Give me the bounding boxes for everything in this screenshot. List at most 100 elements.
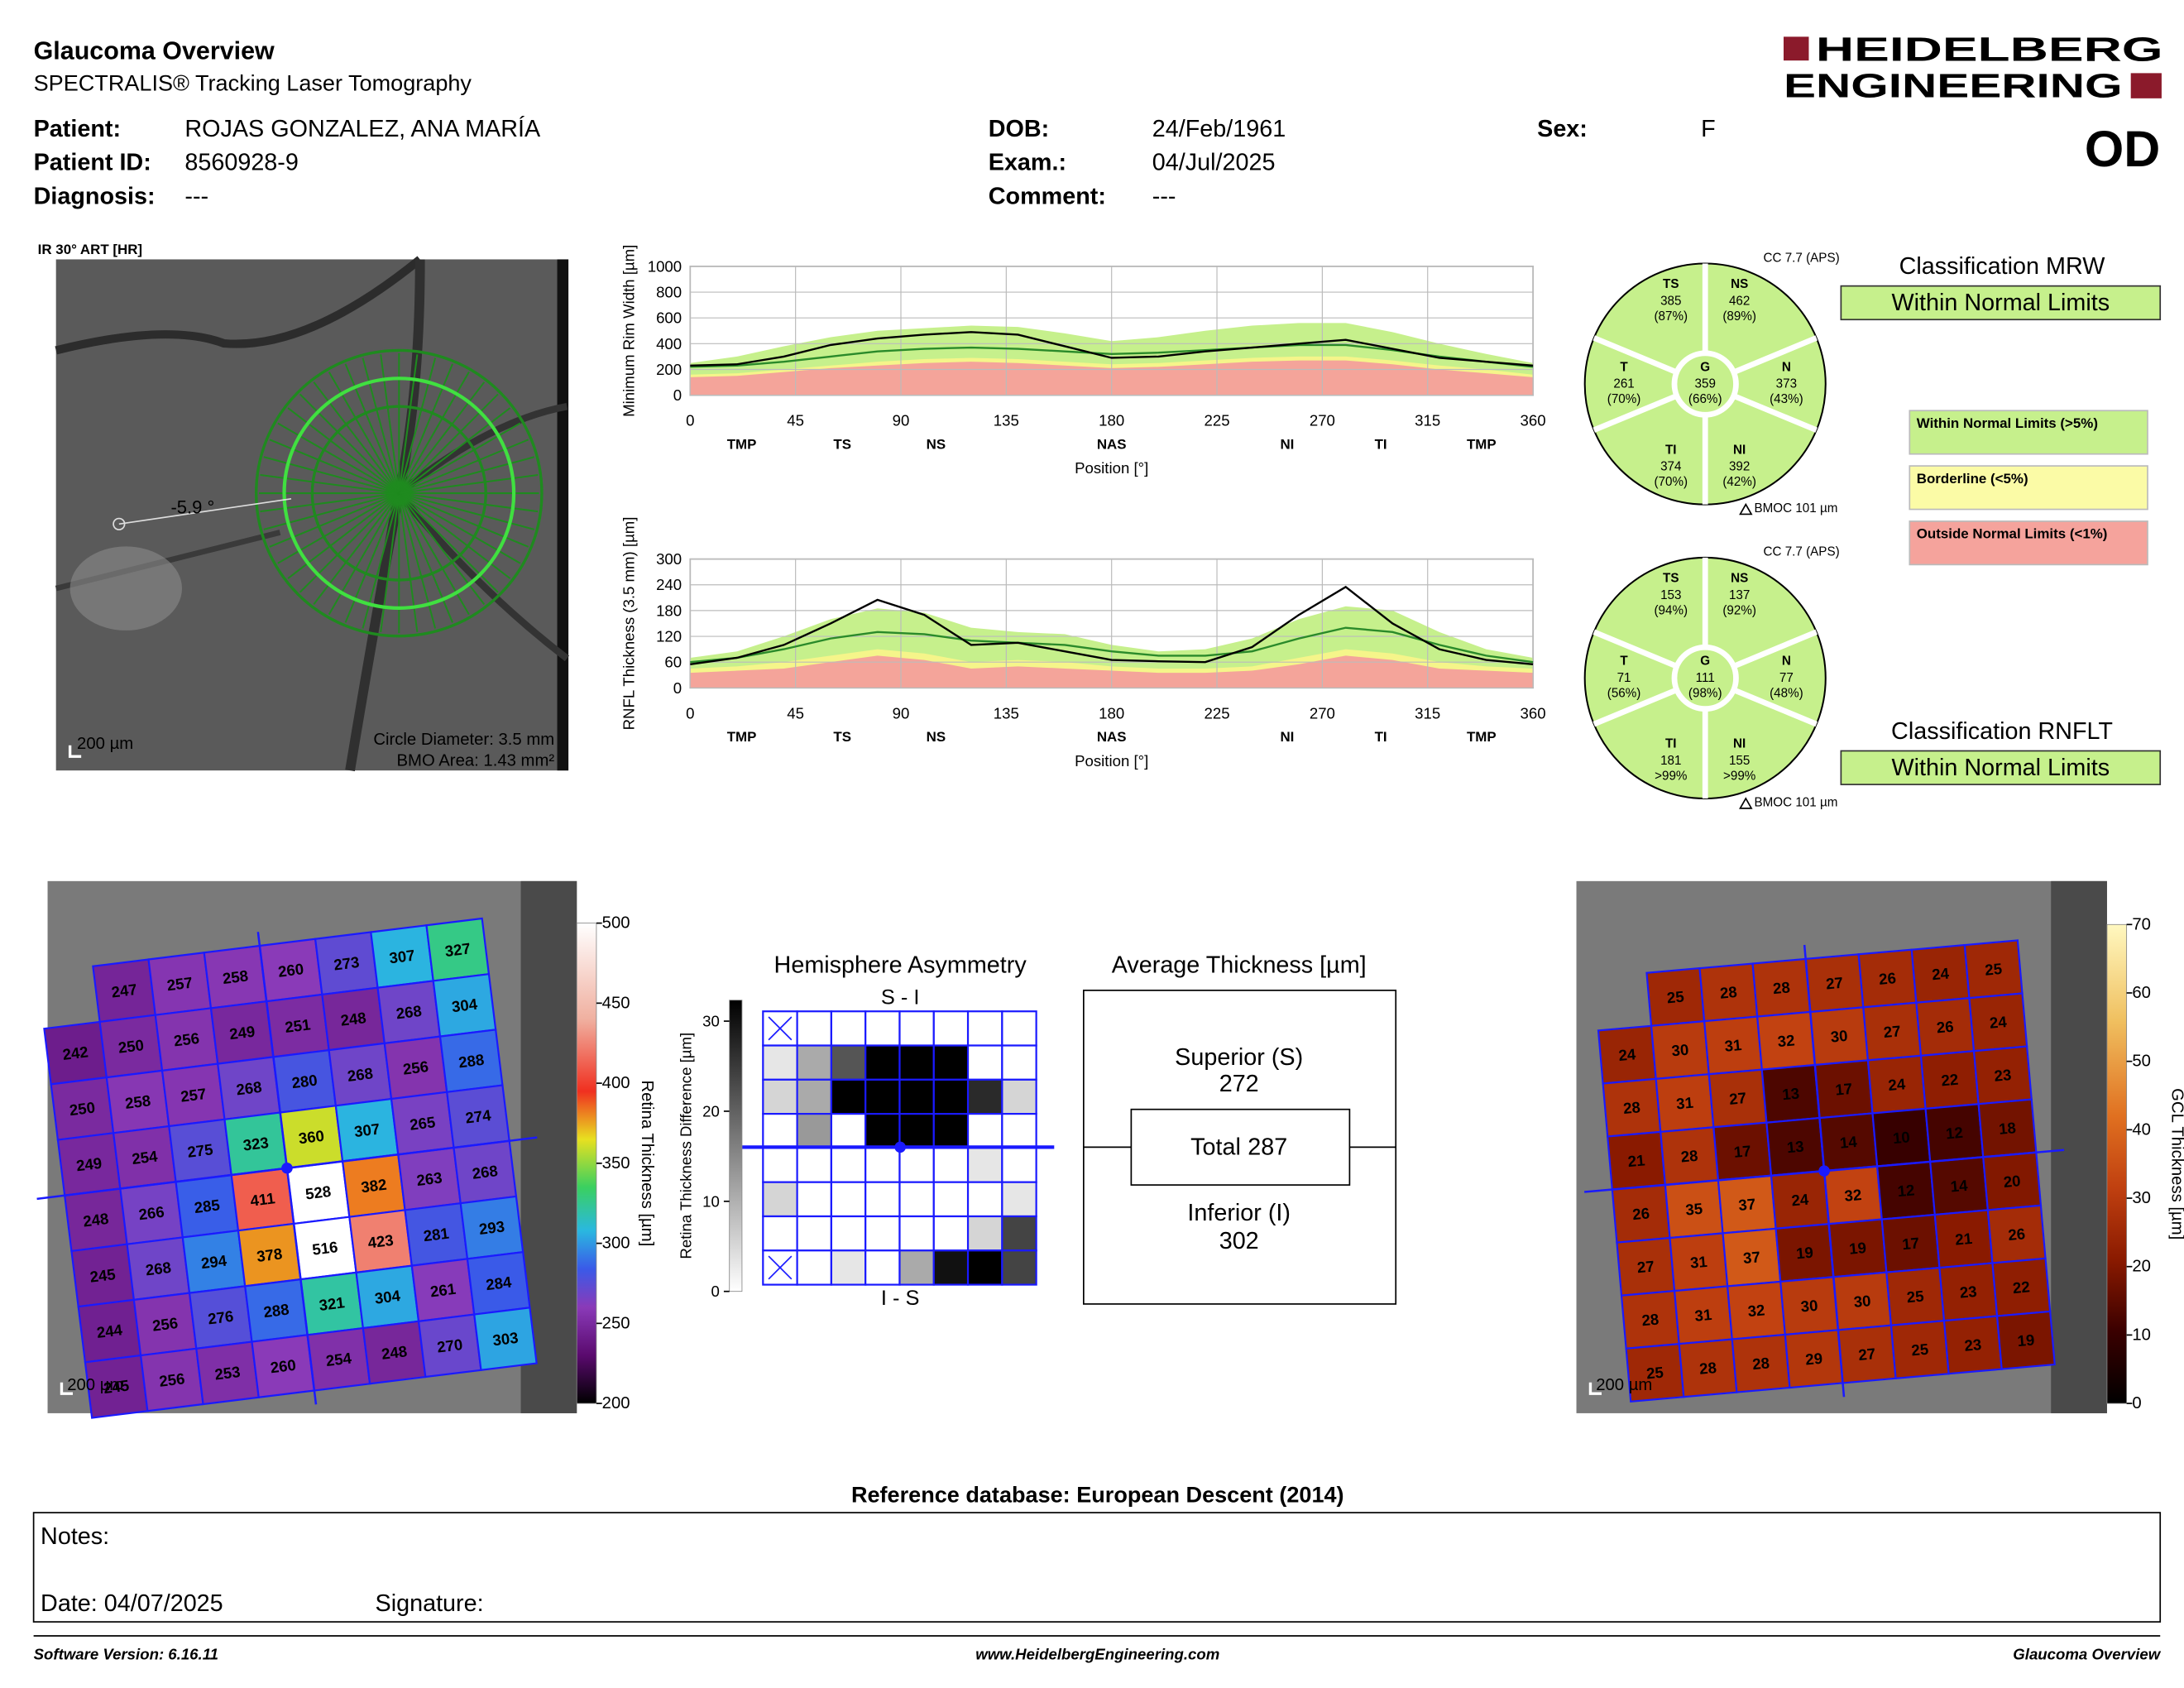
colorbar-label: Retina Thickness Difference [µm] [678, 1033, 695, 1259]
sector-percent: (66%) [1688, 392, 1722, 406]
cell-value: 275 [186, 1140, 213, 1161]
sector-name: NI [1733, 737, 1746, 751]
scan-spoke [398, 492, 529, 548]
sector-percent: >99% [1723, 770, 1755, 784]
scale-label: 200 µm [77, 735, 133, 753]
website: www.HeidelbergEngineering.com [975, 1645, 1219, 1662]
cell-value: 258 [124, 1091, 151, 1112]
scale-bar [60, 1382, 73, 1395]
cell-value: 247 [110, 981, 137, 1001]
asymmetry-cell [1001, 1010, 1037, 1047]
cell-value: 266 [137, 1203, 165, 1224]
reference-database: Reference database: European Descent (20… [851, 1482, 1344, 1508]
cell-value: 288 [457, 1051, 485, 1072]
y-tick-label: 120 [656, 628, 682, 645]
scan-spoke [263, 492, 400, 530]
cell-value: 294 [200, 1252, 228, 1273]
asymmetry-cell [830, 1215, 867, 1252]
cc-label: CC 7.7 (APS) [1764, 251, 1840, 265]
cell-value: 248 [82, 1210, 109, 1230]
asymmetry-cell [1001, 1078, 1037, 1115]
scan-spoke [398, 393, 499, 494]
colorbar-tick-label: 70 [2132, 915, 2151, 933]
cell-value: 253 [213, 1363, 241, 1383]
cell-value: 268 [395, 1002, 423, 1023]
asymmetry-cell [864, 1113, 901, 1149]
colorbar-tick-label: 450 [602, 994, 630, 1012]
scan-spoke [398, 492, 470, 616]
scan-spoke [398, 492, 486, 605]
sector-center [1671, 350, 1739, 418]
sector-label: Inferior (I) [1187, 1200, 1291, 1226]
cell-value: 28 [1751, 1354, 1770, 1373]
sector-percent: (87%) [1654, 309, 1688, 324]
colorbar [576, 923, 597, 1404]
sector-name: NI [1733, 443, 1746, 457]
field-label: Patient: [34, 116, 121, 142]
sector-percent: (48%) [1770, 687, 1803, 701]
cell-value: 248 [381, 1342, 408, 1363]
asymmetry-cell [932, 1249, 970, 1286]
cell-value: 257 [180, 1085, 207, 1105]
colorbar-tick-label: 400 [602, 1074, 630, 1092]
asymmetry-cell [932, 1181, 970, 1218]
cell-value: 249 [228, 1023, 256, 1043]
cell-value: 327 [444, 939, 472, 960]
panel-title: Average Thickness [µm] [1112, 952, 1367, 978]
total-box [1130, 1108, 1351, 1186]
cell-value: 18 [1998, 1119, 2016, 1138]
grid-cell [473, 1307, 538, 1371]
scan-circle [255, 348, 544, 638]
colorbar-label: Retina Thickness [µm] [638, 1080, 656, 1246]
legend-label: Within Normal Limits (>5%) [1917, 415, 2098, 431]
colorbar-tick-label: 0 [2132, 1394, 2141, 1412]
cell-value: 31 [1689, 1253, 1707, 1272]
x-tick-label: 135 [994, 704, 1019, 722]
asymmetry-cell [762, 1044, 798, 1081]
fundus-disc [2051, 880, 2107, 1413]
asymmetry-cell [864, 1010, 901, 1047]
cell-value: 37 [1742, 1248, 1760, 1267]
asymmetry-cell [864, 1181, 901, 1218]
eye-label: OD [2085, 121, 2160, 177]
cell-value: 251 [284, 1015, 311, 1036]
sector-divider [1592, 687, 1679, 727]
asymmetry-cell [898, 1078, 935, 1115]
field-label: Patient ID: [34, 150, 151, 176]
scan-spoke [398, 381, 486, 494]
asymmetry-cell [796, 1181, 832, 1218]
x-tick-label: 135 [994, 412, 1019, 429]
sector-label: NAS [1097, 729, 1127, 745]
cell-value: 304 [374, 1287, 402, 1307]
profile-line [690, 331, 1534, 367]
y-axis-label: Minimum Rim Width [µm] [620, 245, 637, 417]
asymmetry-cell [898, 1147, 935, 1183]
panel-title: Hemisphere Asymmetry [774, 952, 1027, 978]
logo-text: ENGINEERING [1784, 67, 2123, 105]
x-tick-label: 225 [1205, 704, 1230, 722]
cell-value: 17 [1733, 1142, 1751, 1161]
asymmetry-cell [966, 1113, 1003, 1149]
scan-spoke [398, 492, 521, 564]
scan-spoke [399, 492, 539, 513]
cell-value: 284 [485, 1273, 513, 1293]
cell-value: 17 [1901, 1234, 1919, 1253]
colorbar-tick-label: 50 [2132, 1053, 2151, 1071]
asymmetry-cell [966, 1078, 1003, 1115]
scan-spoke [398, 357, 437, 494]
logo-text: HEIDELBERG [1816, 31, 2163, 69]
scan-spoke [398, 422, 521, 494]
scan-spoke [398, 492, 499, 593]
sector-percent: (94%) [1654, 604, 1688, 618]
sector-value: 385 [1660, 295, 1681, 309]
cell-value: 28 [1772, 978, 1790, 997]
asymmetry-cell [1001, 1044, 1037, 1081]
scan-spoke [328, 492, 400, 616]
y-tick-label: 400 [656, 335, 682, 352]
asymmetry-cell [796, 1010, 832, 1047]
cell-value: 307 [353, 1120, 381, 1140]
scan-spoke [287, 407, 400, 494]
asymmetry-cell [966, 1044, 1003, 1081]
cell-value: 26 [1878, 969, 1896, 988]
scan-spoke [277, 422, 400, 494]
